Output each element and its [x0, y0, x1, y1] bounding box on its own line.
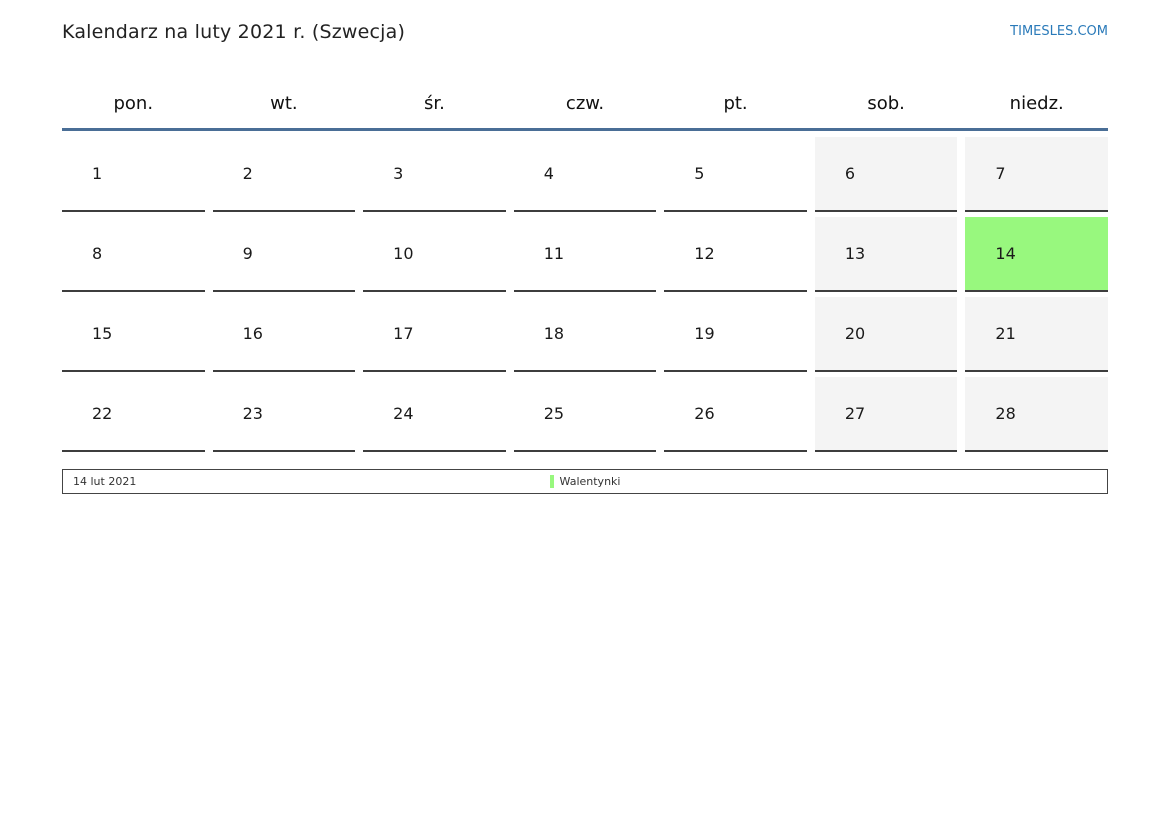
- day-number: 28: [995, 404, 1016, 423]
- day-number: 17: [393, 324, 414, 343]
- weekday-header-wed: śr.: [423, 92, 445, 114]
- day-number: 14: [995, 244, 1016, 263]
- day-cell-holiday-valentines: 14: [965, 217, 1108, 292]
- day-cell: 11: [513, 217, 657, 292]
- day-cell: 12: [664, 217, 807, 292]
- day-number: 8: [92, 244, 103, 263]
- day-cell: 17: [363, 297, 506, 372]
- weekday-header-tue: wt.: [270, 92, 298, 114]
- weekday-header-mon: pon.: [113, 92, 154, 114]
- weekday-header-sat: sob.: [867, 92, 905, 114]
- day-number: 19: [694, 324, 715, 343]
- day-number: 16: [242, 324, 263, 343]
- weekday-header-row: pon. wt. śr. czw. pt. sob. niedz.: [62, 78, 1108, 131]
- day-number: 10: [393, 244, 414, 263]
- legend-bar: 14 lut 2021 Walentynki: [62, 469, 1108, 494]
- day-cell: 23: [212, 377, 356, 452]
- day-number: 25: [543, 404, 565, 423]
- day-number: 20: [844, 324, 866, 343]
- day-cell: 2: [212, 137, 356, 212]
- day-cell: 26: [664, 377, 807, 452]
- day-cell-weekend: 21: [965, 297, 1108, 372]
- day-cell-weekend: 20: [814, 297, 958, 372]
- day-number: 5: [694, 164, 705, 183]
- topbar: Kalendarz na luty 2021 r. (Szwecja) TIME…: [62, 21, 1108, 43]
- legend-event-entry: Walentynki: [549, 475, 621, 488]
- day-cell: 18: [513, 297, 657, 372]
- day-cell: 22: [62, 377, 205, 452]
- day-number: 7: [995, 164, 1006, 183]
- day-number: 4: [543, 164, 554, 183]
- holiday-color-swatch: [549, 475, 554, 488]
- day-number: 24: [393, 404, 414, 423]
- day-cell: 15: [62, 297, 205, 372]
- weekday-header-sun: niedz.: [1009, 92, 1064, 114]
- day-cell: 16: [212, 297, 356, 372]
- day-cell: 9: [212, 217, 356, 292]
- legend-event-label: Walentynki: [559, 475, 621, 488]
- day-number: 21: [995, 324, 1016, 343]
- day-number: 6: [844, 164, 856, 183]
- day-number: 2: [242, 164, 253, 183]
- day-number: 22: [92, 404, 113, 423]
- day-number: 27: [844, 404, 866, 423]
- day-cell-weekend: 13: [814, 217, 958, 292]
- day-number: 15: [92, 324, 113, 343]
- day-cell-weekend: 7: [965, 137, 1108, 212]
- legend-date-label: 14 lut 2021: [73, 475, 137, 488]
- weekday-header-thu: czw.: [565, 92, 605, 114]
- day-cell-weekend: 27: [814, 377, 958, 452]
- day-number: 1: [92, 164, 103, 183]
- day-number: 3: [393, 164, 404, 183]
- day-cell: 3: [363, 137, 506, 212]
- day-cell-weekend: 28: [965, 377, 1108, 452]
- day-number: 13: [844, 244, 866, 263]
- day-number: 23: [242, 404, 263, 423]
- day-cell: 8: [62, 217, 205, 292]
- calendar-grid: 1 2 3 4 5 6 7 8 9 10 11 12 13 14 15 16 1…: [62, 137, 1108, 452]
- day-cell: 24: [363, 377, 506, 452]
- day-number: 9: [242, 244, 253, 263]
- page-title: Kalendarz na luty 2021 r. (Szwecja): [62, 21, 406, 43]
- day-cell-weekend: 6: [814, 137, 958, 212]
- day-cell: 4: [513, 137, 657, 212]
- day-number: 18: [543, 324, 565, 343]
- day-number: 12: [694, 244, 715, 263]
- day-cell: 1: [62, 137, 205, 212]
- day-cell: 25: [513, 377, 657, 452]
- brand-link[interactable]: TIMESLES.COM: [1010, 24, 1108, 39]
- day-cell: 5: [664, 137, 807, 212]
- day-cell: 10: [363, 217, 506, 292]
- weekday-header-fri: pt.: [723, 92, 748, 114]
- day-number: 11: [543, 244, 565, 263]
- day-cell: 19: [664, 297, 807, 372]
- day-number: 26: [694, 404, 715, 423]
